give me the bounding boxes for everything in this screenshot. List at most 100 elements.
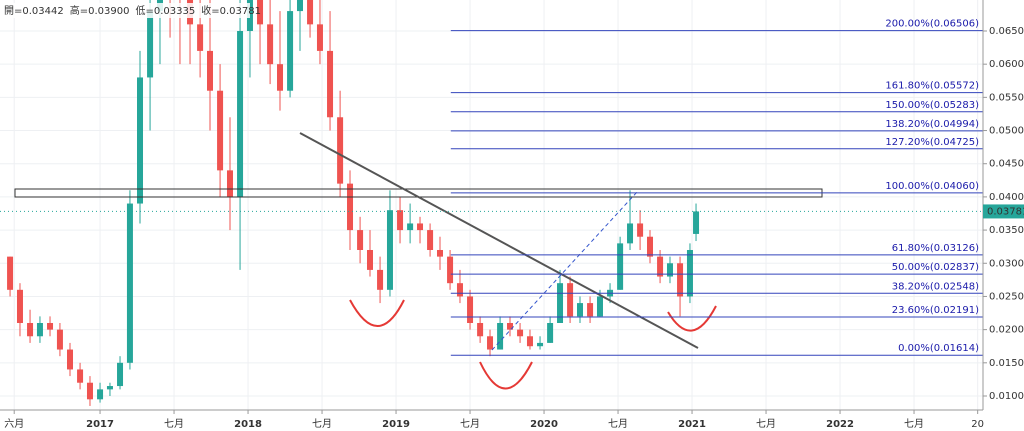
candle-body <box>36 322 43 337</box>
arc <box>479 361 533 390</box>
header-bg <box>0 3 250 18</box>
candle-body <box>337 117 344 184</box>
x-tick-label: 六月 <box>4 418 24 430</box>
candle-body <box>377 269 384 290</box>
candle-body <box>407 223 414 231</box>
candle-body <box>577 303 584 317</box>
x-tick-label: 2017 <box>86 419 114 430</box>
candle-body <box>637 223 644 237</box>
x-tick-label: 七月 <box>904 418 924 430</box>
candle-body <box>467 296 474 323</box>
candle-body <box>237 30 244 197</box>
candle-body <box>366 249 373 270</box>
candle-body <box>477 322 484 337</box>
x-tick-label: 2019 <box>382 419 410 430</box>
x-tick-label: 七月 <box>756 418 776 430</box>
candle-body <box>617 243 624 290</box>
candle-body <box>67 349 74 370</box>
x-tick-label: 七月 <box>312 418 332 430</box>
trend-line <box>299 132 699 349</box>
candle-body <box>77 369 84 383</box>
candle-body <box>296 0 303 12</box>
ohlc-value: 開=0.03442 <box>4 5 64 17</box>
candle-body <box>427 230 434 250</box>
candle-body <box>436 249 443 257</box>
arc <box>667 305 717 332</box>
fib-label: 161.80%(0.05572) <box>885 81 979 92</box>
grid <box>0 0 983 410</box>
ohlc-value: 低=0.03335 <box>135 4 195 17</box>
candle-body <box>547 322 554 343</box>
candle-body <box>147 11 154 78</box>
candle-body <box>137 77 144 204</box>
candle-body <box>86 382 93 400</box>
candle-body <box>497 322 504 350</box>
candle-body <box>506 322 513 330</box>
candle-body <box>417 223 424 231</box>
candle-body <box>693 211 700 234</box>
fib-label: 61.80%(0.03126) <box>892 243 979 254</box>
y-tick-label: 0.06500 <box>989 26 1024 37</box>
candle-body <box>587 303 594 317</box>
candle-body <box>277 64 284 91</box>
fib-label: 100.00%(0.04060) <box>885 181 979 192</box>
candle-body <box>47 322 54 330</box>
candle-body <box>686 249 693 297</box>
candle-body <box>267 24 274 65</box>
candle-body <box>447 256 454 284</box>
ohlc-value: 高=0.03900 <box>70 4 130 17</box>
x-tick-label: 2022 <box>826 419 854 430</box>
candle-body <box>117 362 124 387</box>
candle-body <box>517 329 524 337</box>
x-tick-label: 七月 <box>460 418 480 430</box>
candle-body <box>397 210 404 231</box>
fib-label: 38.20%(0.02548) <box>892 281 979 292</box>
candle-body <box>207 50 214 91</box>
candle-body <box>327 50 334 118</box>
candle-body <box>307 0 314 25</box>
candle-body <box>567 283 574 317</box>
fib-label: 150.00%(0.05283) <box>885 100 979 111</box>
candle-body <box>257 0 264 25</box>
ohlc-header: 開=0.03442 高=0.03900 低=0.03335 收=0.03781 <box>0 3 261 18</box>
last-price-tag <box>983 204 1024 219</box>
ohlc-value: 收=0.03781 <box>201 4 261 17</box>
fib-levels: 200.00%(0.06506) 161.80%(0.05572) 150.00%(… <box>450 19 983 356</box>
fib-label: 0.00%(0.01614) <box>898 343 979 354</box>
candle-body <box>197 24 204 51</box>
candle-body <box>647 236 654 257</box>
fib-label: 23.60%(0.02191) <box>892 305 979 316</box>
candle-body <box>526 336 533 347</box>
x-tick-label: 七月 <box>608 418 628 430</box>
candles <box>7 0 700 406</box>
fib-label: 127.20%(0.04725) <box>885 137 979 148</box>
candle-body <box>596 296 603 317</box>
candle-body <box>226 170 233 197</box>
candle-body <box>386 210 393 290</box>
fib-label: 50.00%(0.02837) <box>892 262 979 273</box>
candle-body <box>666 263 673 277</box>
candle-body <box>126 203 133 363</box>
last-price-label: 0.03781 <box>987 206 1024 217</box>
candle-body <box>456 283 463 297</box>
candle-body <box>657 256 664 277</box>
x-tick-label: 七月 <box>164 418 184 430</box>
fib-leg <box>491 191 638 351</box>
candle-body <box>316 24 323 51</box>
x-tick-label: 2018 <box>234 419 262 430</box>
candle-body <box>7 256 14 290</box>
x-tick-label: 2021 <box>678 419 706 430</box>
x-tick-label: 2020 <box>530 419 558 430</box>
candle-body <box>217 90 224 171</box>
